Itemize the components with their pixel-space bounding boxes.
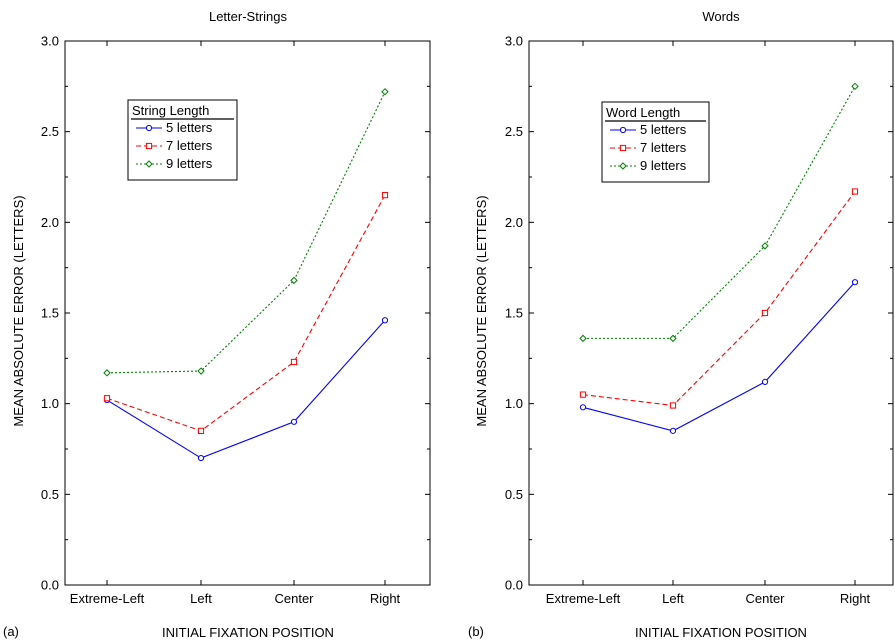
panel-a-series-line-1: [106, 319, 386, 459]
panel-a-series-3-point: [290, 276, 298, 285]
panel-b-y-axis-label: MEAN ABSOLUTE ERROR (LETTERS): [474, 195, 489, 426]
panel-a-legend-title: String Length: [132, 103, 209, 118]
panel-b-series-3-point: [761, 242, 769, 250]
panel-a-series-3-point: [197, 367, 205, 375]
panel-a-legend-label-3: 9 letters: [166, 156, 213, 171]
panel-b-y-tick-label: 1.5: [505, 306, 523, 321]
panel-b-series-3-point: [579, 334, 587, 343]
panel-b-legend-label-3: 9 letters: [640, 158, 687, 173]
panel-a-series-2-point: [290, 358, 298, 366]
panel-b-y-tick-label: 2.0: [505, 215, 523, 230]
panel-a-series-2-point: [103, 395, 111, 402]
panel-b-series-1-point: [851, 279, 859, 286]
panel-a-x-tick-label: Center: [274, 591, 314, 606]
panel-a-label: (a): [3, 624, 19, 639]
panel-b-y-tick-label: 0.0: [505, 578, 523, 593]
panel-a-legend-marker-1: [145, 124, 153, 132]
panel-b-series-2-point: [579, 391, 587, 398]
panel-b-series-2-point: [669, 402, 677, 409]
panel-a-series-2-point: [381, 192, 389, 199]
panel-a-x-tick-label: Left: [190, 591, 212, 606]
panel-a-series-line-2: [106, 194, 386, 432]
panel-b-legend-marker-2: [619, 144, 627, 152]
panel-b-series-3-point: [851, 82, 859, 91]
panel-b-series-line-2: [582, 191, 856, 407]
panel-b-series-1-point: [669, 427, 677, 434]
panel-a-legend-box: [127, 99, 238, 181]
panel-a-legend-marker-3: [145, 160, 153, 168]
panel-b-plot: 0.0 0.5 1.0 1.5 2.0 2.5 3.0 Extreme-Left Left Cen…: [505, 34, 894, 606]
panel-a-title: Letter-Strings: [209, 9, 288, 24]
panel-a-series-1-point: [290, 418, 298, 425]
panel-b-x-tick-label: Right: [840, 591, 871, 606]
panel-b-label: (b): [468, 624, 484, 639]
panel-b-x-tick-label: Center: [745, 591, 785, 606]
panel-b-legend-label-2: 7 letters: [640, 140, 687, 155]
panel-a-legend-label-1: 5 letters: [166, 120, 213, 135]
panel-b-legend-box: [601, 101, 710, 183]
panel-a-y-axis-label: MEAN ABSOLUTE ERROR (LETTERS): [11, 195, 26, 426]
panel-a-series-3-point: [103, 369, 111, 377]
panel-a-legend-label-2: 7 letters: [166, 138, 213, 153]
panel-b-series-2-point: [851, 188, 859, 195]
panel-b-legend-label-1: 5 letters: [640, 122, 687, 137]
panel-a-series-line-3: [106, 91, 386, 374]
panel-b-y-tick-label: 0.5: [505, 487, 523, 502]
panel-b-x-tick-label: Extreme-Left: [546, 591, 621, 606]
panel-a-plot-frame: [64, 40, 431, 586]
panel-a-series-1-point: [381, 317, 389, 324]
panel-a-x-tick-label: Extreme-Left: [70, 591, 145, 606]
panel-a-x-tick-label: Right: [370, 591, 401, 606]
panel-b-x-tick-label: Left: [662, 591, 684, 606]
panel-b-series-line-3: [583, 86, 856, 339]
panel-b-series-1-point: [579, 404, 587, 411]
panel-b-series-line-1: [582, 281, 856, 432]
panel-a-y-tick-label: 2.5: [41, 124, 59, 139]
panel-a-y-tick-label: 3.0: [41, 34, 59, 49]
panel-b-y-tick-label: 2.5: [505, 124, 523, 139]
panel-a-x-axis-label: INITIAL FIXATION POSITION: [162, 625, 334, 640]
panel-a-y-tick-label: 0.5: [41, 487, 59, 502]
panel-b-series-3-point: [669, 334, 677, 343]
panel-a-series-3-point: [381, 88, 389, 96]
panel-b-legend-marker-3: [619, 162, 627, 170]
panel-a-legend: String Length 5 letters 7 letters 9 letters: [127, 99, 238, 181]
panel-b-x-axis-label: INITIAL FIXATION POSITION: [635, 625, 807, 640]
panel-b-y-tick-label: 3.0: [505, 34, 523, 49]
panel-a-y-tick-label: 0.0: [41, 578, 59, 593]
panel-b-title: Words: [702, 9, 740, 24]
panel-b-plot-frame: [528, 40, 894, 586]
panel-a-series-2-point: [197, 427, 205, 434]
panel-a-series-1-point: [197, 454, 205, 462]
panel-a-y-tick-label: 1.5: [41, 306, 59, 321]
panel-b-legend: Word Length 5 letters 7 letters 9 letters: [601, 101, 710, 183]
panel-b-legend-marker-1: [619, 126, 627, 134]
panel-a-plot: 0.0 0.5 1.0 1.5 2.0 2.5 3.0 Extreme-Left Left Cen…: [41, 34, 431, 606]
panel-a-legend-marker-2: [145, 142, 153, 150]
panel-b-series-1-point: [761, 378, 769, 386]
panel-b-y-tick-label: 1.0: [505, 396, 523, 411]
panel-b-legend-title: Word Length: [606, 105, 680, 120]
panel-b-series-2-point: [761, 309, 769, 317]
panel-a-y-tick-label: 2.0: [41, 215, 59, 230]
panel-a-y-tick-label: 1.0: [41, 396, 59, 411]
